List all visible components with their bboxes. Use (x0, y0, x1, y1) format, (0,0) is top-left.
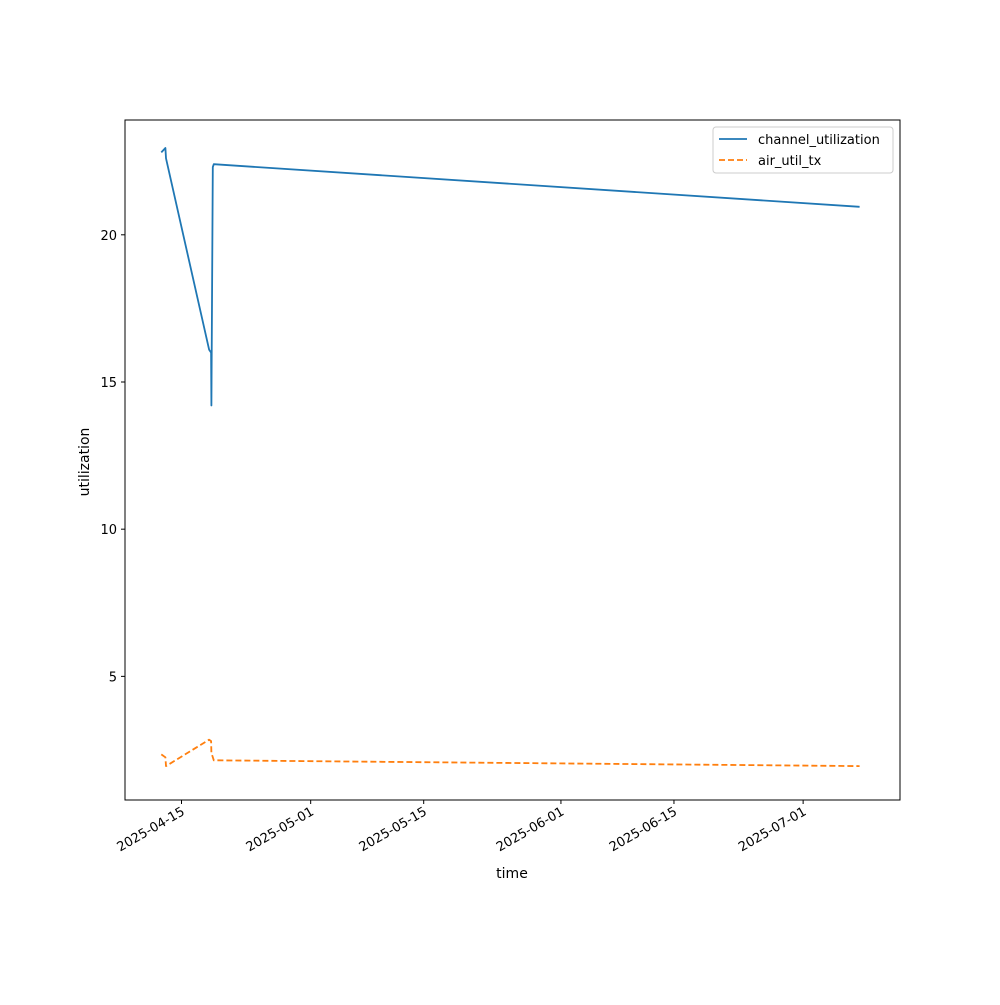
x-tick-label: 2025-05-01 (244, 804, 317, 855)
plot-frame (124, 119, 901, 801)
legend-label: channel_utilization (758, 133, 880, 148)
y-tick-label: 15 (100, 376, 117, 391)
x-tick-label: 2025-04-15 (115, 804, 188, 855)
series-line-air-util-tx (160, 738, 860, 767)
x-tick-label: 2025-06-15 (607, 804, 680, 855)
legend-box (712, 126, 894, 174)
y-axis-label: utilization (77, 428, 93, 497)
y-tick-label: 20 (100, 229, 117, 244)
x-axis-label: time (496, 866, 528, 882)
legend-label: air_util_tx (758, 154, 822, 169)
x-tick-label: 2025-06-01 (494, 804, 567, 855)
y-tick-label: 5 (109, 670, 117, 685)
x-tick-label: 2025-07-01 (736, 804, 809, 855)
y-tick-label: 10 (100, 523, 117, 538)
legend: channel_utilization air_util_tx (712, 126, 894, 174)
x-tick-label: 2025-05-15 (357, 804, 430, 855)
series-line-channel-utilization (160, 147, 860, 407)
